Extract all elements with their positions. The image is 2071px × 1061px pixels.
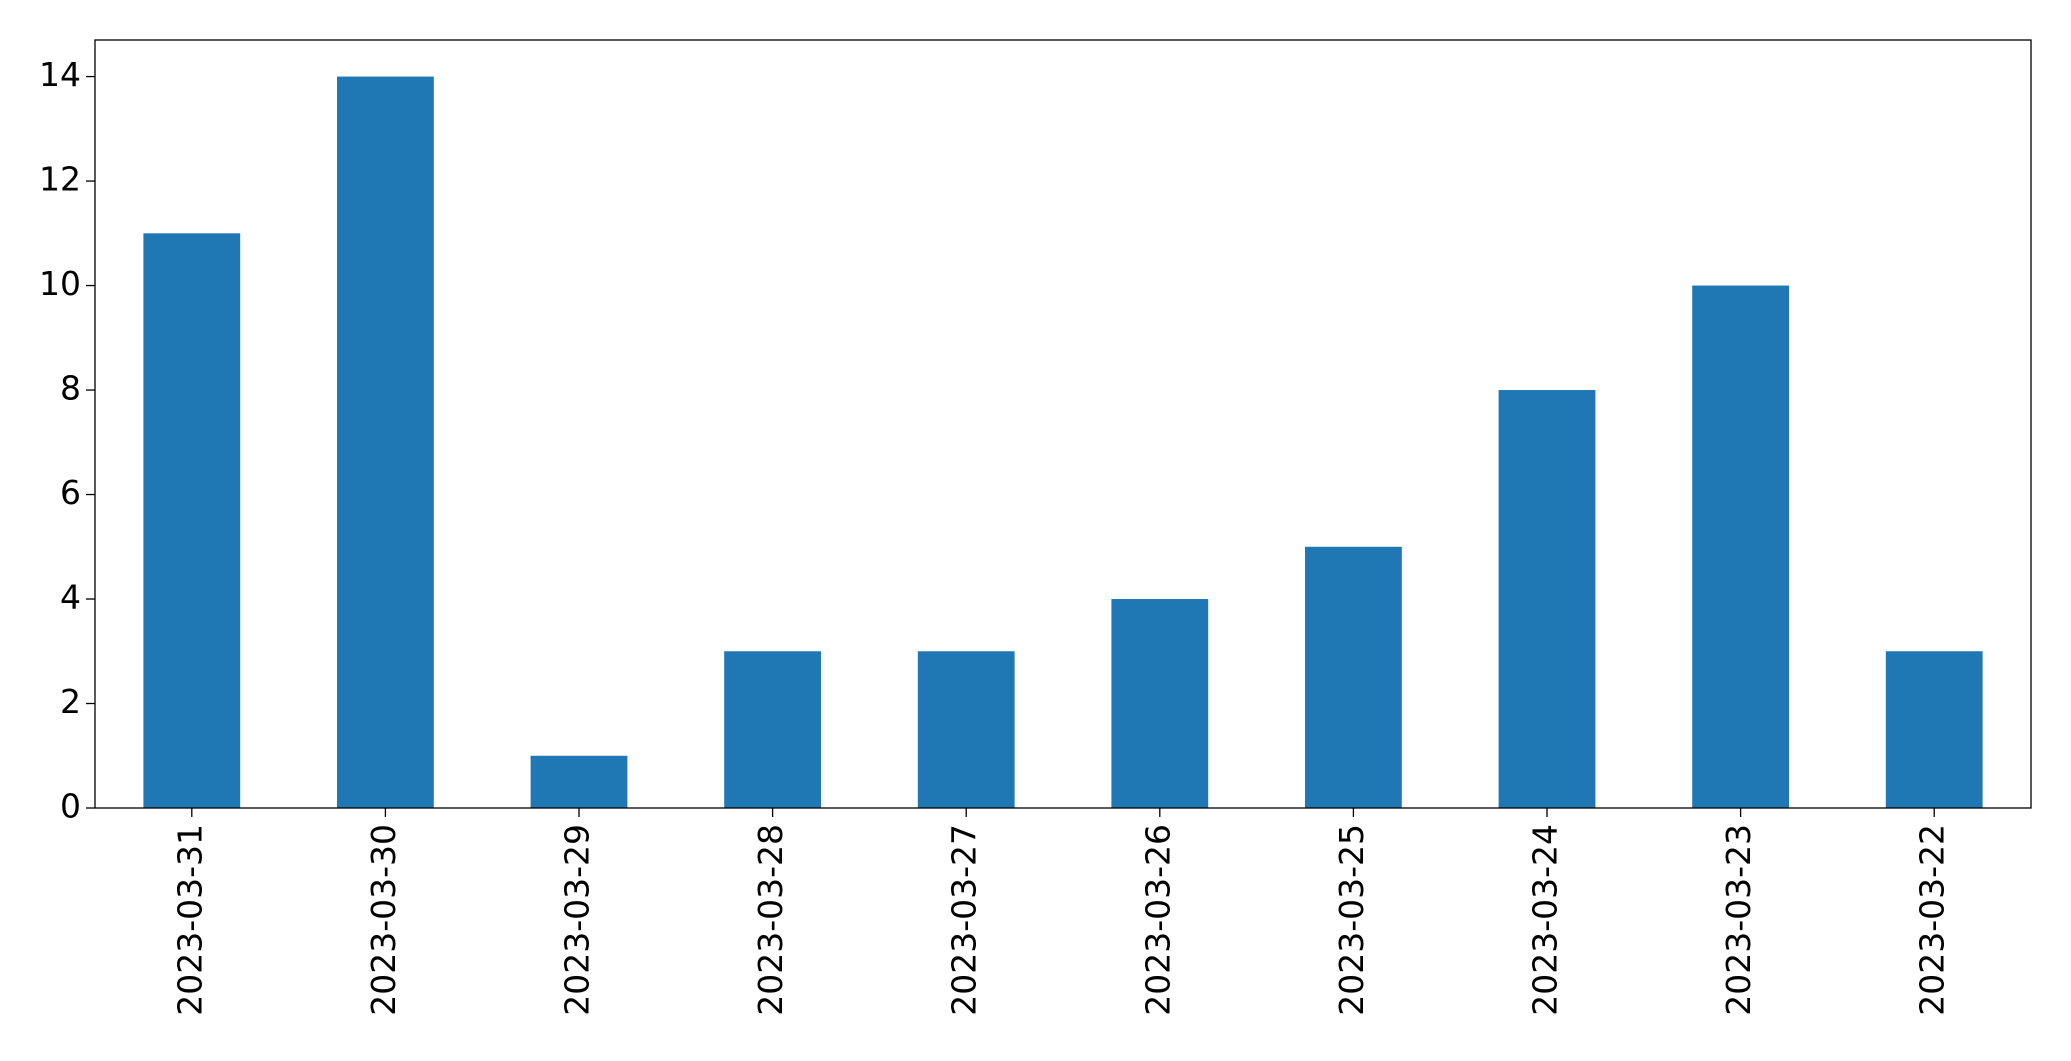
x-tick-label: 2023-03-30	[364, 824, 403, 1016]
bar	[337, 76, 434, 809]
y-tick-label: 0	[60, 787, 81, 826]
x-tick-label: 2023-03-28	[751, 824, 790, 1016]
bar	[917, 651, 1015, 808]
bar	[1885, 651, 1983, 808]
bar	[1498, 390, 1596, 808]
y-tick-label: 2	[60, 682, 81, 721]
bar	[143, 233, 241, 808]
y-tick-label: 8	[60, 369, 81, 408]
bar	[1111, 599, 1209, 808]
x-tick-label: 2023-03-23	[1719, 824, 1758, 1016]
x-tick-label: 2023-03-29	[558, 824, 597, 1016]
x-tick-label: 2023-03-24	[1526, 824, 1565, 1016]
y-tick-label: 12	[39, 160, 81, 199]
bar	[1305, 546, 1402, 808]
y-tick-label: 6	[60, 473, 81, 512]
x-tick-label: 2023-03-26	[1138, 824, 1177, 1016]
y-tick-label: 10	[39, 264, 81, 303]
y-tick-label: 4	[60, 578, 81, 617]
x-tick-label: 2023-03-22	[1913, 824, 1952, 1016]
x-tick-label: 2023-03-31	[170, 824, 209, 1016]
bar	[1692, 285, 1789, 808]
x-tick-label: 2023-03-25	[1332, 824, 1371, 1016]
x-tick-label: 2023-03-27	[945, 824, 984, 1016]
bar	[724, 651, 821, 808]
y-tick-label: 14	[39, 55, 81, 94]
plot-frame	[94, 39, 2032, 809]
bar	[530, 755, 628, 808]
